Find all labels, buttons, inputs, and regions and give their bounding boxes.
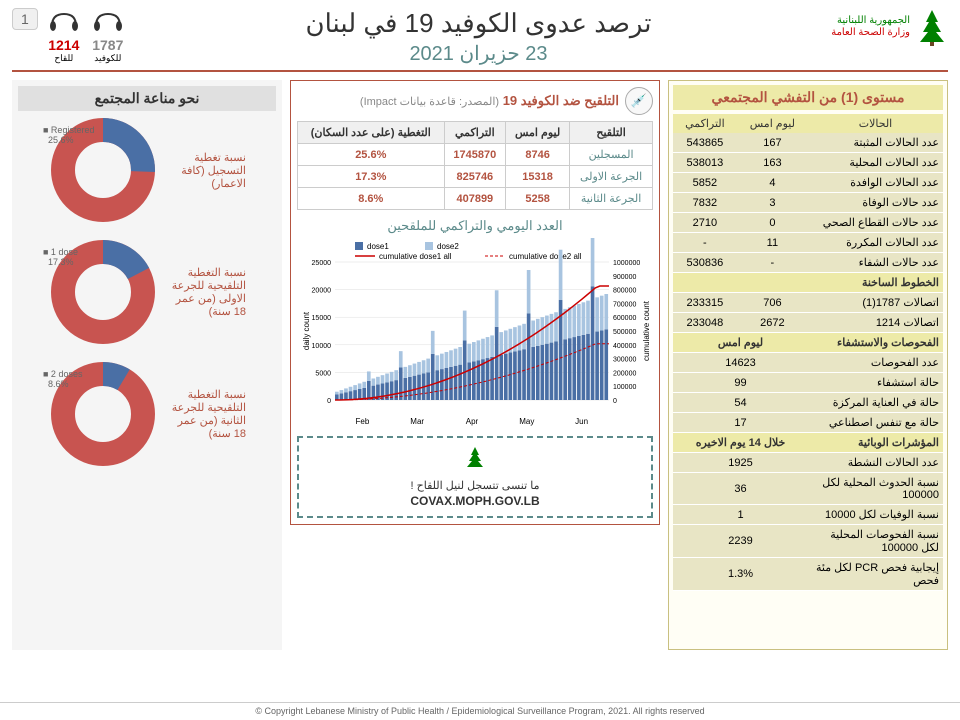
- svg-text:600000: 600000: [613, 315, 636, 322]
- svg-text:10000: 10000: [312, 343, 332, 350]
- page-title: ترصد عدوى الكوفيد 19 في لبنان: [126, 8, 831, 39]
- svg-text:900000: 900000: [613, 274, 636, 281]
- svg-text:300000: 300000: [613, 357, 636, 364]
- hotline-covid: 1787 للكوفيد: [90, 8, 126, 64]
- hotline-vaccine: 1214 للقاح: [46, 8, 82, 64]
- vaccination-table: التلقيحليوم امسالتراكميالتغطية (على عدد …: [297, 121, 653, 210]
- report-date: 23 حزيران 2021: [126, 41, 831, 66]
- svg-text:cumulative dose1 all: cumulative dose1 all: [379, 252, 452, 261]
- vaccination-chart: dose1 dose2 cumulative dose1 all cumulat…: [297, 238, 653, 428]
- vaccination-title: 💉 التلقيح ضد الكوفيد 19 (المصدر: قاعدة ب…: [297, 87, 653, 115]
- svg-text:cumulative count: cumulative count: [642, 300, 651, 361]
- svg-text:daily count: daily count: [302, 311, 311, 350]
- svg-text:0: 0: [327, 398, 331, 405]
- svg-text:1000000: 1000000: [613, 260, 640, 267]
- syringe-icon: 💉: [625, 87, 653, 115]
- cedar-icon: [916, 8, 948, 46]
- svg-text:Jun: Jun: [575, 417, 588, 426]
- svg-text:25000: 25000: [312, 260, 332, 267]
- svg-text:dose2: dose2: [437, 242, 459, 251]
- svg-text:500000: 500000: [613, 329, 636, 336]
- svg-text:0: 0: [613, 398, 617, 405]
- svg-text:dose1: dose1: [367, 242, 389, 251]
- svg-text:Feb: Feb: [356, 417, 370, 426]
- svg-text:Apr: Apr: [466, 417, 479, 426]
- svg-text:20000: 20000: [312, 288, 332, 295]
- svg-text:200000: 200000: [613, 370, 636, 377]
- header: الجمهورية اللبنانية وزارة الصحة العامة ت…: [12, 8, 948, 66]
- cedar-icon: [465, 446, 485, 470]
- svg-text:cumulative dose2 all: cumulative dose2 all: [509, 252, 582, 261]
- svg-text:15000: 15000: [312, 315, 332, 322]
- vaccination-panel: 💉 التلقيح ضد الكوفيد 19 (المصدر: قاعدة ب…: [290, 80, 660, 650]
- svg-text:May: May: [519, 417, 534, 426]
- svg-text:700000: 700000: [613, 301, 636, 308]
- community-panel: مستوى (1) من التفشي المجتمعي الحالاتليوم…: [668, 80, 948, 650]
- covax-box: ما تنسى تتسجل لنيل اللقاح ! COVAX.MOPH.G…: [297, 436, 653, 518]
- herd-title: نحو مناعة المجتمع: [18, 86, 276, 111]
- chart-title: العدد اليومي والتراكمي للملقحين: [297, 218, 653, 234]
- svg-text:100000: 100000: [613, 384, 636, 391]
- logo-text: الجمهورية اللبنانية وزارة الصحة العامة: [831, 15, 910, 39]
- svg-text:5000: 5000: [315, 370, 331, 377]
- headset-icon: [46, 8, 82, 32]
- community-title: مستوى (1) من التفشي المجتمعي: [673, 85, 943, 110]
- headset-icon: [90, 8, 126, 32]
- svg-text:800000: 800000: [613, 288, 636, 295]
- footer-copyright: © Copyright Lebanese Ministry of Public …: [0, 702, 960, 716]
- cases-table: الحالاتليوم امسالتراكمي عدد الحالات المث…: [673, 114, 943, 591]
- page-number: 1: [12, 8, 38, 30]
- svg-text:400000: 400000: [613, 343, 636, 350]
- herd-immunity-panel: نحو مناعة المجتمع نسبة تغطية التسجيل (كا…: [12, 80, 282, 650]
- svg-text:Mar: Mar: [410, 417, 424, 426]
- logo-area: الجمهورية اللبنانية وزارة الصحة العامة: [831, 8, 948, 46]
